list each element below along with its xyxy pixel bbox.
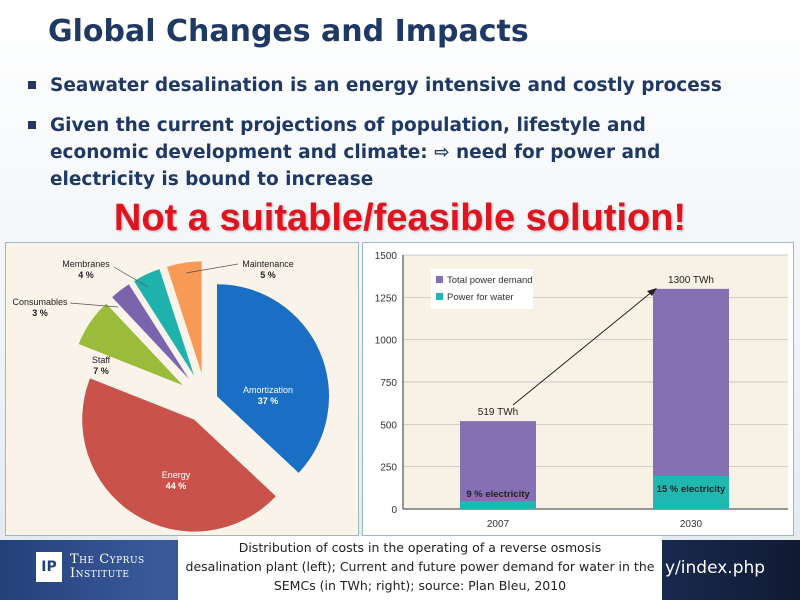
slide-title: Global Changes and Impacts [48, 14, 529, 49]
pie-label: Maintenance [242, 259, 294, 269]
logo-line1: The Cyprus [70, 552, 145, 567]
y-tick-label: 1250 [375, 293, 398, 304]
leader-line [185, 263, 239, 274]
pie-value: 44 % [166, 481, 187, 491]
logo-mark: IP [36, 552, 62, 582]
bar-inner-label: 15 % electricity [657, 484, 726, 495]
bar-value-label: 1300 TWh [668, 275, 714, 286]
pie-label: Membranes [62, 259, 110, 269]
pie-value: 4 % [78, 270, 94, 280]
bar-water-2007 [460, 501, 536, 509]
bar-total-2007 [460, 421, 536, 509]
bar-total-2030 [653, 288, 729, 509]
pie-label: Staff [92, 355, 111, 365]
pie-slice-maintenance [167, 261, 202, 374]
caption-line: SEMCs (in TWh; right); source: Plan Bleu… [273, 578, 567, 593]
pie-slice-staff [78, 303, 183, 386]
bar-chart: 0 250 500 750 1000 1250 1500 519 TWh 9 % electri… [362, 242, 794, 536]
pie-slice-membranes [134, 269, 195, 376]
y-tick-label: 750 [380, 378, 397, 389]
logo-line2: Institute [70, 566, 130, 581]
y-tick-label: 1500 [375, 251, 398, 262]
bullet-1: Seawater desalination is an energy inten… [28, 72, 788, 99]
stamp-overlay: Not a suitable/feasible solution! [113, 197, 687, 239]
caption-line: Distribution of costs in the operating o… [238, 540, 602, 555]
bar-inner-label: 9 % electricity [466, 489, 530, 500]
pie-value: 5 % [260, 270, 276, 280]
bullet-marker [28, 121, 36, 129]
bullet-2: Given the current projections of populat… [28, 112, 728, 193]
y-tick-label: 250 [380, 463, 397, 474]
y-tick-label: 0 [391, 505, 397, 516]
figure-caption: Distribution of costs in the operating o… [178, 536, 662, 602]
pie-label: Amortization [243, 385, 293, 395]
legend-label: Total power demand [447, 275, 533, 286]
legend-label: Power for water [447, 292, 514, 303]
logo-text: The Cyprus Institute [70, 553, 145, 581]
pie-slice-consumables [112, 284, 189, 379]
pie-slice-amortization [217, 284, 330, 473]
pie-value: 37 % [258, 396, 279, 406]
trend-arrow [512, 290, 654, 406]
pie-value: 3 % [32, 308, 48, 318]
pie-chart: Amortization 37 % Energy 44 % Staff 7 % Consum… [5, 242, 359, 536]
pie-label: Consumables [12, 297, 68, 307]
leader-line [113, 266, 149, 288]
bar-value-label: 519 TWh [478, 407, 518, 418]
arrow-head-icon [647, 288, 657, 296]
bar-water-2030 [653, 475, 729, 509]
leader-line [69, 302, 119, 308]
pie-value: 7 % [93, 366, 109, 376]
x-tick-label: 2007 [487, 519, 510, 530]
y-tick-label: 1000 [375, 336, 398, 347]
legend-swatch [436, 276, 443, 283]
pie-slice-energy [82, 378, 276, 532]
cyprus-institute-logo: IP The Cyprus Institute [36, 552, 145, 582]
pie-label: Energy [162, 470, 191, 480]
legend [431, 269, 533, 309]
x-tick-label: 2030 [680, 519, 703, 530]
caption-line: desalination plant (left); Current and f… [185, 559, 655, 574]
legend-swatch [436, 293, 443, 300]
url-text[interactable]: y/index.php [665, 558, 766, 578]
bullet-marker [28, 81, 36, 89]
y-tick-label: 500 [380, 420, 397, 431]
